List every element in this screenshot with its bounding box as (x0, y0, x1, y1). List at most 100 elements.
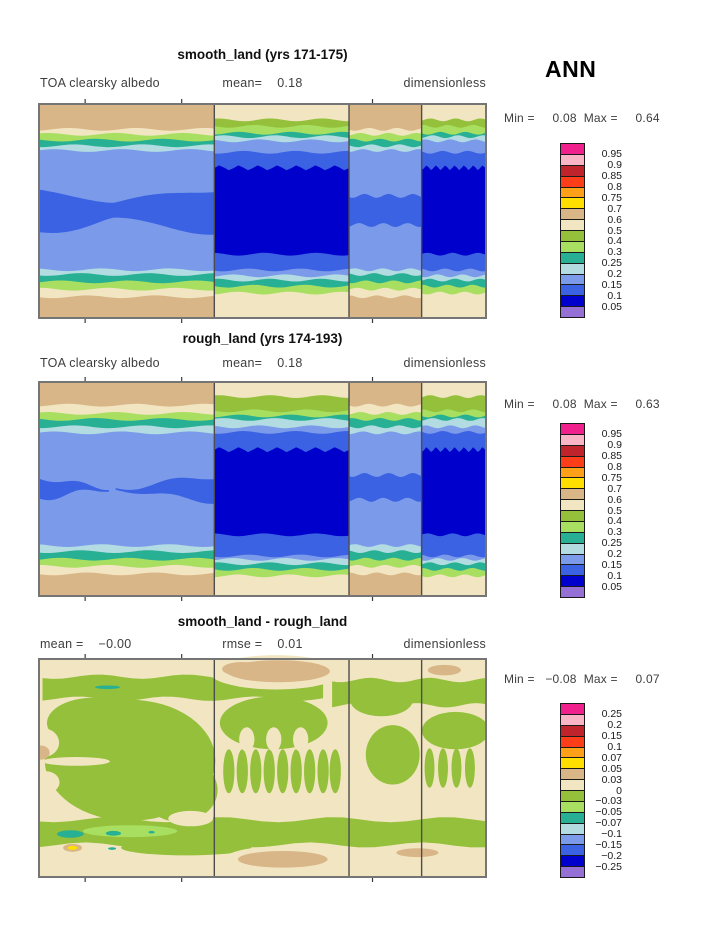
max-label: Max = (583, 111, 618, 125)
colorbar-label: 0.15 (601, 279, 622, 292)
header-left-label: TOA clearsky albedo (40, 356, 160, 370)
field-shape (108, 847, 117, 850)
field-band (421, 291, 487, 319)
colorbar-box-orangered (561, 455, 584, 467)
colorbar-label: −0.1 (601, 828, 622, 841)
header-rmse-value: 0.01 (277, 637, 303, 651)
field-shape (349, 193, 422, 227)
field-shape (236, 749, 248, 794)
colorbar-label: 0.95 (601, 147, 622, 160)
header-left-label: TOA clearsky albedo (40, 76, 160, 90)
panel-title: smooth_land - rough_land (177, 614, 348, 629)
season-label: ANN (545, 56, 597, 82)
colorbar-label: 0.2 (607, 548, 622, 561)
field-band (38, 572, 215, 597)
colorbar-box-magenta (561, 704, 584, 714)
colorbar-label: 0.2 (607, 718, 622, 731)
colorbar-label: 0.15 (601, 559, 622, 572)
colorbar-label: 0.85 (601, 449, 622, 462)
field-shape (317, 749, 329, 794)
colorbar-label: 0.05 (601, 581, 622, 594)
field-shape (67, 845, 78, 850)
field-shape (421, 711, 487, 750)
colorbar-label: 0.9 (607, 438, 622, 451)
colorbar-box-cream (561, 499, 584, 510)
header-units: dimensionless (403, 637, 486, 651)
minmax-row: Min = 0.08 Max = 0.64 (504, 111, 660, 125)
colorbar-label: 0.1 (607, 570, 622, 583)
colorbar-label: 0.75 (601, 471, 622, 484)
colorbar-label: −0.2 (601, 850, 622, 863)
min-label: Min = (504, 672, 535, 686)
colorbar-box-teal (561, 811, 584, 823)
panel-header: mean = −0.00 rmse = 0.01 dimensionless (38, 637, 487, 652)
header-mean-label: mean= (222, 356, 263, 370)
colorbar-label: 0.5 (607, 504, 622, 517)
panel-title: smooth_land (yrs 171-175) (177, 47, 348, 62)
field-band (214, 574, 350, 597)
field-band (214, 291, 350, 319)
colorbar-box-orange (561, 186, 584, 198)
colorbar-box-navy (561, 855, 584, 867)
colorbar-label: 0.03 (601, 773, 622, 786)
panel-header: TOA clearsky albedo mean= 0.18 dimensionl… (38, 356, 487, 371)
colorbar-box-mediumblue (561, 564, 584, 576)
colorbar-boxes (560, 143, 585, 318)
colorbar-label: 0.6 (607, 213, 622, 226)
map-border (38, 658, 487, 878)
field-shape (277, 749, 289, 794)
colorbar-box-orange (561, 466, 584, 478)
field-shape (263, 749, 275, 794)
colorbar-box-cornflower (561, 833, 584, 845)
colorbar-boxes (560, 423, 585, 598)
minmax-row: Min = −0.08 Max = 0.07 (504, 672, 660, 686)
header-center: rmse = 0.01 (38, 637, 487, 651)
panel-header: TOA clearsky albedo mean= 0.18 dimensionl… (38, 76, 487, 91)
field-shape (451, 748, 462, 788)
colorbar-box-orangered (561, 735, 584, 747)
colorbar-box-purple (561, 586, 584, 597)
colorbar-label: 0.6 (607, 493, 622, 506)
panel-title: rough_land (yrs 174-193) (182, 331, 343, 346)
colorbar-box-magenta (561, 424, 584, 434)
colorbar-label: 0.3 (607, 526, 622, 539)
colorbar-box-navy (561, 575, 584, 587)
colorbar-label: 0.95 (601, 427, 622, 440)
colorbar-box-yellow (561, 197, 584, 209)
colorbar-box-orange (561, 746, 584, 758)
field-shape (222, 661, 263, 677)
map-panel-2 (38, 654, 487, 882)
field-shape (46, 697, 142, 749)
colorbar-label: 0.7 (607, 482, 622, 495)
colorbar-box-lightgreen (561, 240, 584, 252)
colorbar-label: 0.85 (601, 169, 622, 182)
field-band (421, 574, 487, 597)
field-shape (148, 830, 155, 834)
colorbar-box-yellow (561, 757, 584, 769)
header-mean-value: −0.00 (98, 637, 132, 651)
colorbar-box-olive (561, 230, 584, 241)
field-shape (464, 748, 475, 788)
header-mean-label: mean= (222, 76, 263, 90)
colorbar-box-lightgreen (561, 520, 584, 532)
field-shape (293, 727, 309, 752)
header-center: mean= 0.18 (38, 76, 487, 90)
colorbar-box-palecyan (561, 262, 584, 274)
header-left: TOA clearsky albedo (40, 76, 175, 90)
header-units: dimensionless (403, 356, 486, 370)
colorbar-label: 0.9 (607, 158, 622, 171)
colorbar-box-olive (561, 510, 584, 521)
map-panel-1 (38, 377, 487, 601)
max-label: Max = (583, 397, 618, 411)
colorbar-label: −0.25 (595, 861, 622, 874)
field-shape (266, 727, 282, 752)
colorbar-label: 0.1 (607, 290, 622, 303)
field-shape (82, 825, 178, 838)
min-label: Min = (504, 397, 535, 411)
colorbar-box-lightgreen (561, 800, 584, 812)
colorbar-box-tan (561, 208, 584, 220)
colorbar-box-palecyan (561, 542, 584, 554)
header-units: dimensionless (403, 76, 486, 90)
colorbar-label: 0.05 (601, 301, 622, 314)
colorbar-box-purple (561, 866, 584, 877)
